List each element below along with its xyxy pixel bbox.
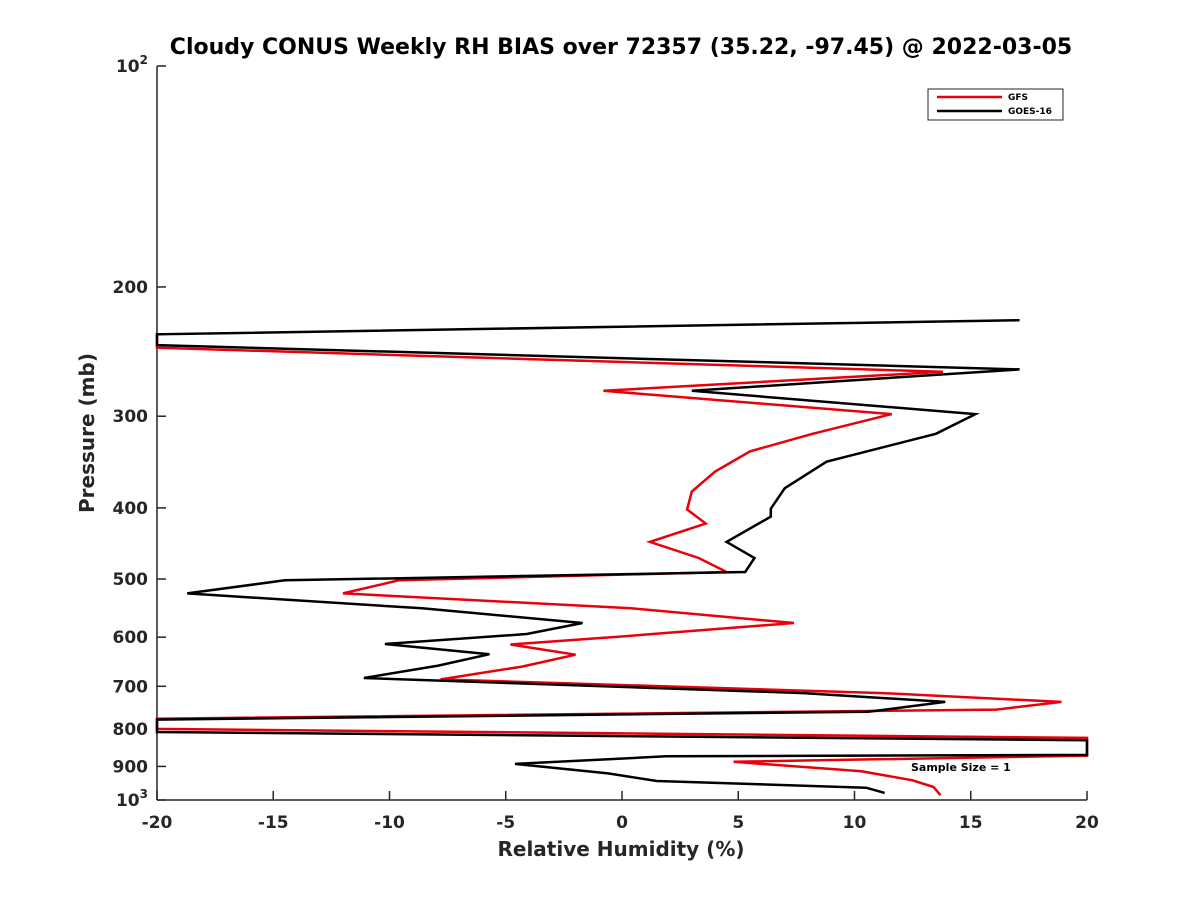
legend-label-gfs: GFS: [1008, 93, 1028, 103]
x-ticks: -20 -15 -10 -5 0 5 10 15 20: [142, 791, 1099, 833]
y-tick-label: 600: [113, 628, 149, 648]
y-tick-label: 800: [113, 720, 149, 740]
x-tick-label: 5: [732, 813, 744, 833]
y-tick-label: 103: [116, 787, 148, 811]
x-tick-label: -5: [496, 813, 515, 833]
x-tick-label: 0: [616, 813, 628, 833]
series-line-goes16: [155, 318, 1089, 795]
y-tick-label: 200: [113, 278, 149, 298]
series-lines: [155, 318, 1089, 797]
y-tick-label: 500: [113, 570, 149, 590]
legend-label-goes16: GOES-16: [1008, 107, 1052, 117]
y-tick-label: 102: [116, 53, 148, 77]
x-tick-label: -20: [142, 813, 173, 833]
x-tick-label: -10: [374, 813, 405, 833]
x-tick-label: 15: [959, 813, 983, 833]
x-tick-label: 20: [1075, 813, 1099, 833]
x-axis-label: Relative Humidity (%): [497, 837, 744, 861]
chart-title: Cloudy CONUS Weekly RH BIAS over 72357 (…: [170, 35, 1072, 60]
series-line-gfs: [155, 334, 1089, 797]
y-tick-label: 400: [113, 499, 149, 519]
y-tick-label: 900: [113, 757, 149, 777]
x-tick-label: -15: [258, 813, 289, 833]
y-tick-label: 300: [113, 407, 149, 427]
y-tick-label: 700: [113, 677, 149, 697]
legend: GFS GOES-16: [927, 88, 1064, 121]
sample-size-annotation: Sample Size = 1: [911, 761, 1011, 774]
y-axis-label: Pressure (mb): [75, 353, 99, 513]
y-ticks: 102 200 300 400 500 600 700 800 900 103: [113, 53, 166, 811]
legend-box: [927, 88, 1064, 121]
x-tick-label: 10: [843, 813, 867, 833]
